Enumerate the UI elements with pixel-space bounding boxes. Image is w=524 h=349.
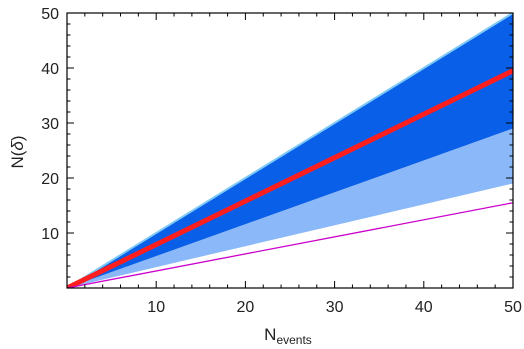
x-tick-label: 10 xyxy=(147,299,165,316)
plot-frame xyxy=(66,12,514,289)
y-tick-label: 10 xyxy=(41,226,59,243)
y-tick-label: 40 xyxy=(41,61,59,78)
y-tick-label: 20 xyxy=(41,171,59,188)
y-tick-label: 30 xyxy=(41,116,59,133)
x-axis-title-subscript: events xyxy=(276,333,311,347)
x-tick-label: 20 xyxy=(237,299,255,316)
x-axis-title: Nevents xyxy=(264,325,312,347)
line-series-2 xyxy=(67,13,513,288)
x-tick-label: 50 xyxy=(504,299,522,316)
line-series-4 xyxy=(67,202,513,288)
x-tick-label: 40 xyxy=(415,299,433,316)
line-series-3 xyxy=(67,68,513,288)
y-axis-title-symbol: δ xyxy=(8,141,27,151)
labels-layer: 10 20 30 40 50 10 20 30 40 50 xyxy=(41,6,522,316)
y-axis-title: N(δ) xyxy=(8,135,27,168)
x-tick-label: 30 xyxy=(326,299,344,316)
series-layer xyxy=(67,13,513,288)
y-tick-label: 50 xyxy=(41,6,59,23)
x-axis-title-main: N xyxy=(264,325,276,344)
y-axis-title-close: ) xyxy=(8,135,27,141)
y-axis-title-main: N( xyxy=(8,150,27,168)
